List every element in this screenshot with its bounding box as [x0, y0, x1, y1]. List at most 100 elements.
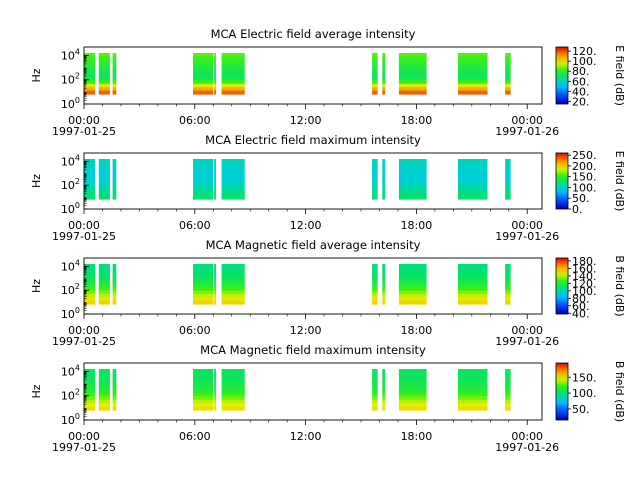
colorbar-tick-label: 180. — [572, 255, 597, 268]
intensity-cell — [112, 90, 117, 95]
intensity-cell — [458, 280, 488, 285]
intensity-cell — [98, 90, 110, 95]
colorbar-tick-label: 40. — [572, 307, 590, 320]
panel-title: MCA Magnetic field average intensity — [206, 238, 421, 252]
intensity-cell — [193, 389, 214, 394]
plot-frame — [83, 46, 543, 105]
y-axis-label: Hz — [30, 174, 43, 188]
intensity-cell — [98, 264, 110, 268]
intensity-cell — [214, 375, 216, 380]
intensity-cell — [505, 375, 511, 380]
intensity-cell — [505, 59, 511, 64]
intensity-cell — [221, 287, 245, 292]
panel-2: MCA Electric field maximum intensity Hz 10… — [30, 133, 626, 243]
intensity-cell — [372, 284, 378, 288]
intensity-cell — [382, 66, 386, 71]
data-block — [505, 264, 511, 305]
intensity-cell — [382, 386, 386, 391]
intensity-cell — [98, 297, 110, 302]
intensity-cell — [458, 172, 488, 177]
data-block — [458, 264, 488, 305]
start-date-label: 1997-01-25 — [52, 230, 116, 243]
intensity-cell — [398, 172, 427, 177]
intensity-cell — [505, 396, 511, 401]
intensity-cell — [193, 290, 214, 295]
intensity-cell — [214, 162, 216, 167]
intensity-cell — [84, 162, 96, 167]
intensity-cell — [98, 185, 110, 190]
intensity-cell — [221, 389, 245, 394]
colorbar-tick-label: 80. — [572, 65, 590, 78]
intensity-cell — [458, 403, 488, 408]
intensity-cell — [221, 264, 245, 268]
intensity-cell — [221, 382, 245, 387]
data-block — [458, 53, 488, 95]
intensity-cell — [505, 274, 511, 278]
intensity-cell — [84, 53, 96, 57]
intensity-cell — [505, 192, 511, 197]
end-date-label: 1997-01-26 — [495, 125, 559, 138]
intensity-cell — [458, 290, 488, 295]
x-tick-label: 00:00 — [68, 219, 100, 232]
data-block — [84, 264, 96, 305]
intensity-cell — [372, 389, 378, 394]
intensity-cell — [84, 66, 96, 71]
intensity-cell — [382, 63, 386, 68]
intensity-cell — [382, 287, 386, 292]
data-block — [193, 53, 214, 95]
intensity-cell — [505, 83, 511, 88]
intensity-cell — [193, 87, 214, 92]
intensity-cell — [84, 280, 96, 285]
intensity-cell — [84, 277, 96, 282]
data-block — [372, 369, 378, 411]
intensity-cell — [98, 70, 110, 75]
intensity-cell — [214, 392, 216, 397]
plot-frame — [83, 257, 543, 315]
intensity-cell — [505, 53, 511, 57]
intensity-cell — [221, 90, 245, 95]
intensity-cell — [372, 162, 378, 167]
y-tick-label: 100 — [61, 96, 80, 111]
y-axis-label: Hz — [30, 384, 43, 398]
data-block — [398, 369, 427, 411]
intensity-cell — [372, 403, 378, 408]
data-block — [98, 264, 110, 305]
intensity-cell — [98, 159, 110, 163]
intensity-cell — [112, 379, 117, 384]
intensity-cell — [84, 63, 96, 68]
intensity-cell — [193, 372, 214, 377]
intensity-cell — [221, 379, 245, 384]
intensity-cell — [372, 70, 378, 75]
intensity-cell — [398, 53, 427, 57]
intensity-cell — [84, 159, 96, 163]
intensity-cell — [372, 267, 378, 272]
intensity-cell — [372, 63, 378, 68]
intensity-cell — [112, 73, 117, 78]
intensity-cell — [84, 76, 96, 81]
intensity-cell — [112, 80, 117, 85]
intensity-cell — [193, 284, 214, 288]
intensity-cell — [398, 83, 427, 88]
intensity-cell — [505, 162, 511, 167]
intensity-cell — [398, 277, 427, 282]
intensity-cell — [372, 169, 378, 173]
intensity-cell — [398, 300, 427, 305]
intensity-cell — [505, 87, 511, 92]
colorbar-tick-label: 150. — [572, 171, 597, 184]
intensity-cell — [505, 382, 511, 387]
intensity-cell — [398, 379, 427, 384]
intensity-cell — [98, 277, 110, 282]
intensity-cell — [382, 399, 386, 404]
colorbar-tick-label: 60. — [572, 300, 590, 313]
intensity-cell — [221, 399, 245, 404]
intensity-cell — [98, 63, 110, 68]
intensity-cell — [382, 169, 386, 173]
intensity-cell — [505, 73, 511, 78]
intensity-cell — [98, 290, 110, 295]
intensity-cell — [372, 300, 378, 305]
intensity-cell — [382, 274, 386, 278]
intensity-cell — [505, 270, 511, 275]
intensity-cell — [505, 76, 511, 81]
intensity-cell — [458, 63, 488, 68]
intensity-cell — [398, 165, 427, 170]
